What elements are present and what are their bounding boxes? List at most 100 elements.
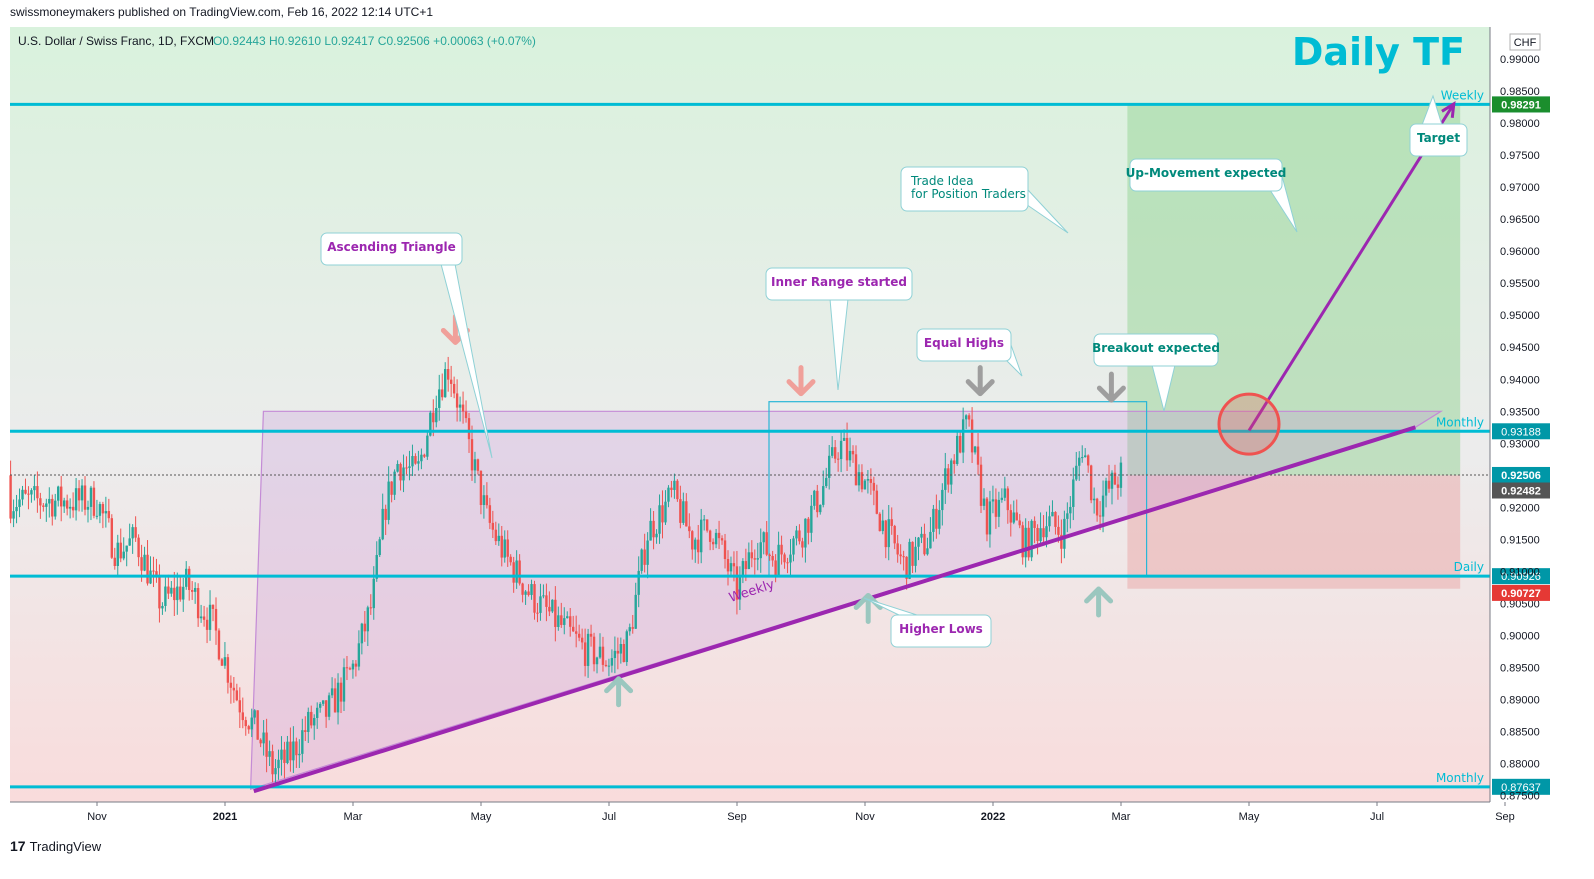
candle-body: [646, 540, 649, 565]
candle-body: [86, 506, 90, 510]
x-tick-label: 2021: [213, 811, 237, 823]
candle-body: [77, 488, 81, 501]
x-tick-label: Mar: [1112, 811, 1131, 823]
candle-body: [1063, 518, 1066, 549]
candle-body: [417, 461, 420, 464]
candle-body: [51, 498, 54, 517]
candle-body: [976, 446, 980, 465]
candle-body: [33, 486, 36, 491]
candle-body: [735, 566, 739, 600]
candles-layer: [9, 356, 1123, 786]
candle-body: [226, 657, 230, 683]
candle-body: [598, 646, 602, 658]
candle-body: [1027, 527, 1030, 558]
callout-text: Ascending Triangle: [327, 240, 456, 254]
y-tick-label: 0.96000: [1500, 246, 1540, 258]
candle-body: [1051, 511, 1054, 517]
candle-body: [1069, 506, 1072, 514]
tradingview-logo[interactable]: 17 TradingView: [10, 838, 101, 854]
candle-body: [566, 616, 569, 619]
currency-box[interactable]: [1509, 33, 1541, 51]
candle-body: [932, 508, 935, 532]
candle-body: [851, 450, 855, 455]
candle-body: [705, 519, 709, 531]
candle-body: [723, 540, 727, 560]
candle-body: [661, 505, 664, 523]
candle-body: [583, 642, 587, 666]
candle-body: [953, 460, 956, 464]
candle-body: [176, 586, 179, 601]
candle-body: [967, 415, 971, 420]
current-price-label-text: 0.92506: [1501, 470, 1541, 482]
candle-body: [994, 499, 998, 517]
candle-body: [15, 506, 18, 512]
candle-body: [982, 498, 986, 506]
y-tick-label: 0.89500: [1500, 662, 1540, 674]
candle-body: [455, 393, 459, 408]
stop-zone: [1127, 475, 1461, 589]
candle-body: [271, 751, 274, 775]
candle-body: [720, 538, 724, 541]
candle-body: [199, 616, 203, 619]
candle-body: [744, 561, 748, 570]
candle-body: [268, 751, 271, 757]
level-price-box: [1492, 423, 1550, 440]
candle-body: [1024, 527, 1027, 558]
callout-text: Trade Idea: [910, 174, 974, 188]
candle-body: [333, 688, 337, 713]
candle-body: [905, 556, 908, 579]
candle-body: [795, 530, 798, 539]
candle-body: [1018, 520, 1021, 526]
candle-body: [140, 557, 143, 571]
callout-text: for Position Traders: [911, 187, 1026, 201]
candle-body: [247, 726, 250, 730]
candle-body: [697, 539, 700, 553]
candle-body: [375, 555, 378, 579]
candle-body: [1060, 534, 1063, 549]
candle-body: [738, 575, 742, 600]
candle-body: [259, 739, 262, 744]
candle-body: [610, 658, 614, 666]
candle-body: [848, 450, 852, 461]
candle-body: [470, 439, 474, 471]
candle-body: [664, 501, 667, 523]
candle-body: [947, 468, 950, 485]
callout-pointer: [863, 597, 921, 617]
callout-text: Breakout expected: [1092, 341, 1220, 355]
candle-body: [557, 615, 560, 627]
candle-body: [244, 720, 247, 727]
candle-body: [563, 618, 566, 625]
candle-body: [938, 510, 941, 529]
candle-body: [759, 542, 762, 559]
candle-body: [714, 532, 718, 545]
candle-body: [926, 548, 929, 555]
candle-body: [771, 555, 774, 561]
down-arrow-icon: [965, 365, 995, 397]
candle-body: [65, 500, 69, 509]
candle-body: [941, 489, 944, 511]
candle-body: [878, 513, 882, 532]
level-price-box: [1492, 778, 1550, 795]
candle-body: [1110, 472, 1114, 489]
candle-body: [887, 519, 890, 548]
y-tick-label: 0.98000: [1500, 118, 1540, 130]
candle-body: [98, 504, 102, 516]
callout-text: Inner Range started: [771, 275, 907, 289]
y-tick-label: 0.95000: [1500, 310, 1540, 322]
candle-body: [80, 485, 84, 501]
y-tick-label: 0.88000: [1500, 759, 1540, 771]
candle-body: [74, 488, 78, 511]
candle-body: [956, 435, 959, 464]
candle-body: [694, 539, 697, 550]
candle-body: [970, 419, 974, 453]
candle-body: [336, 682, 340, 713]
candle-body: [351, 663, 355, 670]
candle-body: [482, 495, 486, 505]
candle-body: [438, 389, 441, 408]
callout: Breakout expected: [1092, 333, 1220, 412]
candle-body: [1033, 520, 1036, 528]
candle-body: [911, 541, 914, 566]
candle-body: [923, 533, 926, 555]
candle-body: [908, 541, 911, 579]
